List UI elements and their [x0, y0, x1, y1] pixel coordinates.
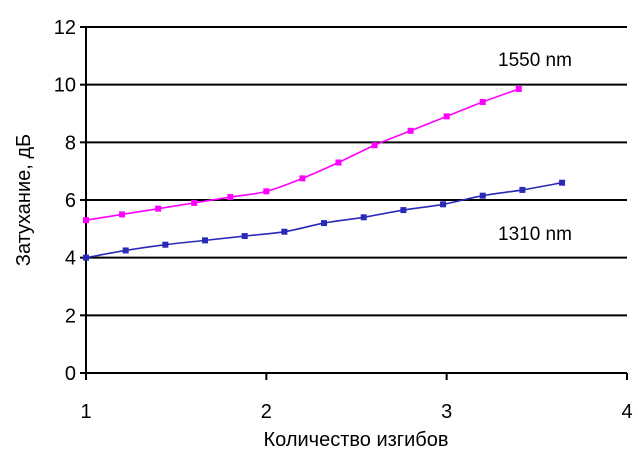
- data-point-0-1: [119, 211, 126, 218]
- data-point-0-12: [515, 85, 522, 92]
- x-tick-label: 4: [621, 401, 632, 423]
- data-point-0-4: [227, 194, 234, 201]
- data-point-1-0: [83, 254, 89, 261]
- data-point-0-9: [407, 127, 414, 134]
- y-axis-title: Затухание, дБ: [13, 134, 35, 266]
- data-point-0-0: [83, 217, 89, 224]
- x-tick-label: 3: [441, 401, 452, 423]
- data-point-1-2: [162, 241, 169, 248]
- y-tick-label: 6: [65, 190, 76, 212]
- data-point-0-5: [263, 188, 270, 195]
- data-point-1-10: [479, 192, 486, 199]
- grid-layer: [86, 26, 627, 317]
- data-point-1-12: [559, 179, 566, 186]
- data-point-0-11: [479, 98, 486, 105]
- y-tick-label: 12: [54, 17, 76, 39]
- data-point-1-11: [519, 186, 526, 193]
- x-axis-title: Количество изгибов: [264, 429, 449, 451]
- data-point-1-7: [360, 214, 367, 221]
- data-point-1-1: [122, 247, 129, 254]
- data-point-0-7: [335, 159, 342, 166]
- series-label-1550: 1550 nm: [498, 50, 572, 71]
- x-tick-label: 2: [261, 401, 272, 423]
- y-tick-label: 8: [65, 132, 76, 154]
- data-point-1-4: [241, 233, 248, 240]
- data-point-0-10: [443, 113, 450, 120]
- data-point-0-8: [371, 142, 378, 149]
- y-tick-label: 10: [54, 75, 76, 97]
- y-tick-label: 4: [65, 248, 76, 270]
- data-point-0-3: [191, 199, 198, 206]
- data-point-1-8: [400, 207, 407, 214]
- data-point-1-3: [202, 237, 209, 244]
- data-point-0-6: [299, 175, 306, 182]
- data-point-1-5: [281, 228, 288, 235]
- x-tick-label: 1: [80, 401, 91, 423]
- data-point-1-6: [321, 220, 328, 227]
- data-point-1-9: [440, 201, 447, 208]
- series-label-1310: 1310 nm: [498, 224, 572, 245]
- series-layer: [83, 85, 566, 261]
- y-tick-label: 2: [65, 305, 76, 327]
- y-tick-label: 0: [65, 363, 76, 385]
- label-layer: 1550 nm 1310 nm: [498, 50, 572, 245]
- data-point-0-2: [155, 205, 162, 212]
